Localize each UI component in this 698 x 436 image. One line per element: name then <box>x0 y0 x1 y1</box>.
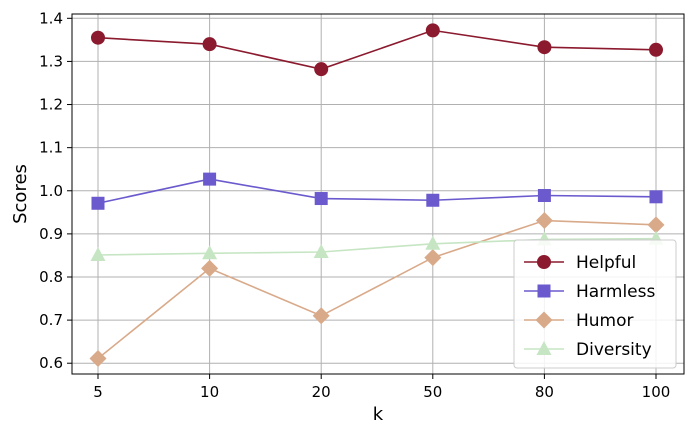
data-point-harmless <box>649 190 663 204</box>
x-tick-label: 100 <box>642 383 671 401</box>
data-point-humor <box>535 212 553 230</box>
legend-marker-harmless <box>537 284 551 298</box>
y-axis-label: Scores <box>10 164 31 224</box>
y-tick-label: 0.6 <box>39 354 63 372</box>
series-line-harmless <box>97 178 657 205</box>
data-point-diversity <box>425 235 441 250</box>
legend-item-diversity: Diversity <box>524 340 652 360</box>
series-line-humor <box>97 219 657 360</box>
legend-marker-helpful <box>537 255 551 269</box>
data-point-harmless <box>91 196 105 210</box>
x-tick-label: 50 <box>423 383 442 401</box>
y-tick-label: 1.1 <box>39 139 63 157</box>
x-axis-ticks: 5 10 20 50 80 100 <box>93 374 670 401</box>
data-point-diversity <box>90 247 106 262</box>
data-point-humor <box>647 216 665 234</box>
x-tick-label: 20 <box>312 383 331 401</box>
data-point-humor <box>89 349 107 367</box>
plot-frame <box>71 13 685 375</box>
data-point-helpful <box>202 37 217 52</box>
series-line-helpful <box>97 29 657 71</box>
data-point-helpful <box>537 40 552 55</box>
series-helpful <box>91 23 663 77</box>
y-tick-label: 1.0 <box>39 182 63 200</box>
data-point-harmless <box>314 192 328 206</box>
legend-marker-diversity <box>536 341 552 355</box>
y-tick-label: 0.7 <box>39 311 63 329</box>
legend-box <box>513 239 677 369</box>
data-point-helpful <box>649 42 663 57</box>
series-harmless <box>91 172 663 210</box>
legend-marker-humor <box>535 311 553 329</box>
data-point-helpful <box>314 62 329 77</box>
data-point-harmless <box>537 189 551 203</box>
series-humor <box>89 212 665 367</box>
y-axis-ticks: 0.6 0.7 0.8 0.9 1.0 1.1 1.2 1.3 1.4 <box>39 9 72 372</box>
y-tick-label: 1.3 <box>39 52 63 70</box>
x-tick-label: 10 <box>200 383 219 401</box>
data-point-humor <box>424 249 442 267</box>
y-tick-label: 1.4 <box>39 9 63 27</box>
legend-label-humor: Humor <box>576 311 634 331</box>
x-axis-label: k <box>373 404 384 425</box>
data-point-humor <box>312 307 330 325</box>
data-point-diversity <box>313 243 329 258</box>
legend: Helpful Harmless Humor Diversity <box>513 239 677 369</box>
data-point-humor <box>201 259 219 277</box>
legend-label-harmless: Harmless <box>576 282 655 302</box>
x-tick-label: 80 <box>535 383 554 401</box>
series-layer <box>89 23 665 367</box>
legend-label-diversity: Diversity <box>576 340 652 360</box>
legend-item-helpful: Helpful <box>524 253 636 273</box>
y-tick-label: 1.2 <box>39 96 63 114</box>
data-point-harmless <box>426 193 440 207</box>
y-tick-label: 0.8 <box>39 268 63 286</box>
data-point-diversity <box>202 245 218 260</box>
legend-item-humor: Humor <box>524 311 634 331</box>
y-tick-label: 0.9 <box>39 225 63 243</box>
legend-label-helpful: Helpful <box>576 253 636 273</box>
series-line-diversity <box>97 237 657 256</box>
data-point-harmless <box>203 172 217 186</box>
data-point-helpful <box>425 23 440 38</box>
data-point-helpful <box>91 30 105 45</box>
legend-item-harmless: Harmless <box>524 282 655 302</box>
x-tick-label: 5 <box>93 383 103 401</box>
